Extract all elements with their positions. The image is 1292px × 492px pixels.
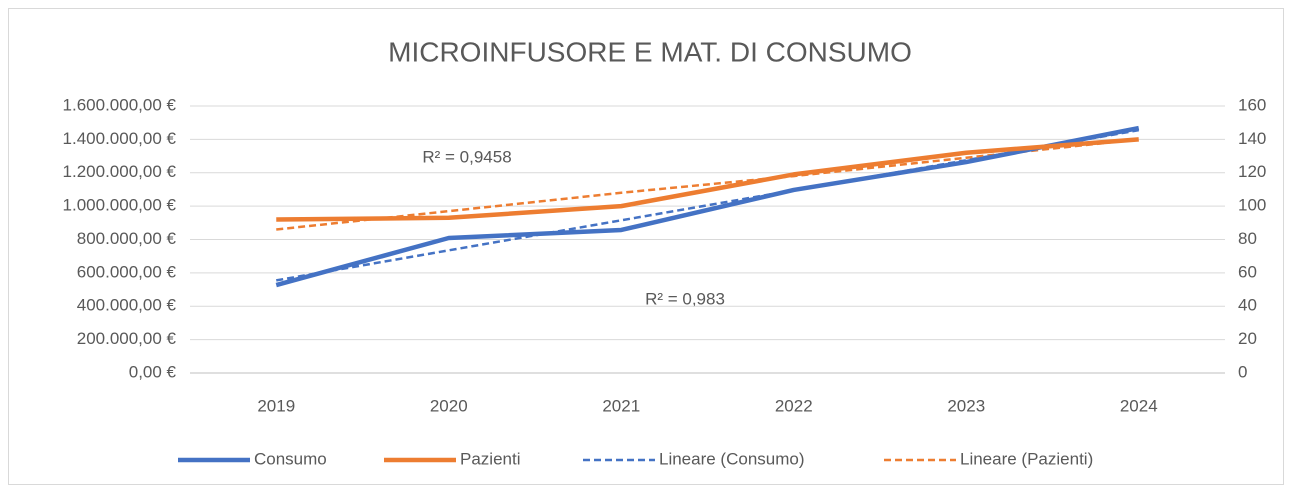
- x-tick-label: 2023: [947, 396, 985, 415]
- x-tick-label: 2022: [775, 396, 813, 415]
- y2-tick-label: 120: [1238, 162, 1266, 181]
- x-tick-label: 2024: [1120, 396, 1158, 415]
- annotation: R² = 0,983: [645, 289, 725, 308]
- series-line: [275, 125, 1140, 288]
- legend-label: Consumo: [254, 449, 327, 468]
- chart-title: MICROINFUSORE E MAT. DI CONSUMO: [388, 36, 912, 67]
- y-tick-label: 0,00 €: [129, 362, 177, 381]
- y-tick-label: 1.200.000,00 €: [63, 162, 177, 181]
- y2-tick-label: 0: [1238, 362, 1247, 381]
- trend-line: [276, 138, 1139, 231]
- series-line: [276, 137, 1139, 222]
- chart-frame: [8, 8, 1284, 485]
- y-tick-label: 1.000.000,00 €: [63, 196, 177, 215]
- y2-tick-label: 100: [1238, 196, 1266, 215]
- x-tick-label: 2021: [602, 396, 640, 415]
- y2-tick-label: 60: [1238, 262, 1257, 281]
- legend-label: Pazienti: [460, 449, 520, 468]
- x-tick-label: 2019: [257, 396, 295, 415]
- y-tick-label: 800.000,00 €: [77, 229, 177, 248]
- y2-tick-label: 20: [1238, 329, 1257, 348]
- y-tick-label: 600.000,00 €: [77, 262, 177, 281]
- y-tick-label: 400.000,00 €: [77, 296, 177, 315]
- y-tick-label: 1.600.000,00 €: [63, 95, 177, 114]
- y-tick-label: 200.000,00 €: [77, 329, 177, 348]
- legend-label: Lineare (Consumo): [659, 449, 805, 468]
- y2-tick-label: 80: [1238, 229, 1257, 248]
- annotation: R² = 0,9458: [422, 147, 511, 166]
- y2-tick-label: 160: [1238, 95, 1266, 114]
- x-tick-label: 2020: [430, 396, 468, 415]
- y-tick-label: 1.400.000,00 €: [63, 129, 177, 148]
- y2-tick-label: 140: [1238, 129, 1266, 148]
- legend-label: Lineare (Pazienti): [960, 449, 1093, 468]
- y2-tick-label: 40: [1238, 296, 1257, 315]
